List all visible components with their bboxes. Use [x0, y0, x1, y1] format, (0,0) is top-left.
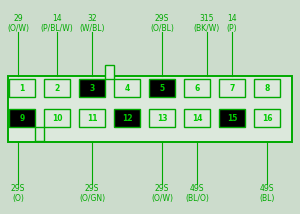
- Text: (O/W): (O/W): [151, 194, 173, 203]
- Text: (BK/W): (BK/W): [194, 24, 220, 33]
- Bar: [35, 127, 44, 141]
- Bar: [79, 109, 105, 127]
- Text: (BL): (BL): [259, 194, 275, 203]
- Text: (O/W): (O/W): [7, 24, 29, 33]
- Text: 2: 2: [54, 83, 60, 92]
- Text: (O): (O): [12, 194, 24, 203]
- Bar: [149, 79, 175, 97]
- Text: 315: 315: [200, 14, 214, 23]
- Text: 29S: 29S: [155, 14, 169, 23]
- Bar: [254, 79, 280, 97]
- Text: (P/BL/W): (P/BL/W): [40, 24, 74, 33]
- Text: (W/BL): (W/BL): [79, 24, 105, 33]
- Text: 7: 7: [229, 83, 235, 92]
- Bar: [44, 109, 70, 127]
- Text: 14: 14: [192, 113, 202, 122]
- Bar: [184, 109, 210, 127]
- Bar: [8, 76, 292, 142]
- Text: 5: 5: [159, 83, 165, 92]
- Text: 16: 16: [262, 113, 272, 122]
- Text: 49S: 49S: [190, 184, 204, 193]
- Text: 32: 32: [87, 14, 97, 23]
- Text: 10: 10: [52, 113, 62, 122]
- Text: 12: 12: [122, 113, 132, 122]
- Bar: [79, 79, 105, 97]
- Text: 15: 15: [227, 113, 237, 122]
- Text: (P): (P): [227, 24, 237, 33]
- Text: 29S: 29S: [85, 184, 99, 193]
- Text: 29: 29: [13, 14, 23, 23]
- Bar: [44, 79, 70, 97]
- Text: 14: 14: [52, 14, 62, 23]
- Bar: [149, 109, 175, 127]
- Text: 29S: 29S: [155, 184, 169, 193]
- Text: 1: 1: [20, 83, 25, 92]
- Text: 11: 11: [87, 113, 97, 122]
- Text: 8: 8: [264, 83, 270, 92]
- Text: 4: 4: [124, 83, 130, 92]
- Bar: [219, 109, 245, 127]
- Text: (O/GN): (O/GN): [79, 194, 105, 203]
- Text: 29S: 29S: [11, 184, 25, 193]
- Bar: [114, 79, 140, 97]
- Text: 9: 9: [20, 113, 25, 122]
- Text: 49S: 49S: [260, 184, 274, 193]
- Text: 14: 14: [227, 14, 237, 23]
- Bar: [219, 79, 245, 97]
- Text: 3: 3: [89, 83, 94, 92]
- Bar: [184, 79, 210, 97]
- Text: (O/BL): (O/BL): [150, 24, 174, 33]
- Text: 13: 13: [157, 113, 167, 122]
- Bar: [105, 65, 114, 79]
- Bar: [254, 109, 280, 127]
- Text: (BL/O): (BL/O): [185, 194, 209, 203]
- Bar: [9, 109, 35, 127]
- Bar: [9, 79, 35, 97]
- Bar: [114, 109, 140, 127]
- Text: 6: 6: [194, 83, 200, 92]
